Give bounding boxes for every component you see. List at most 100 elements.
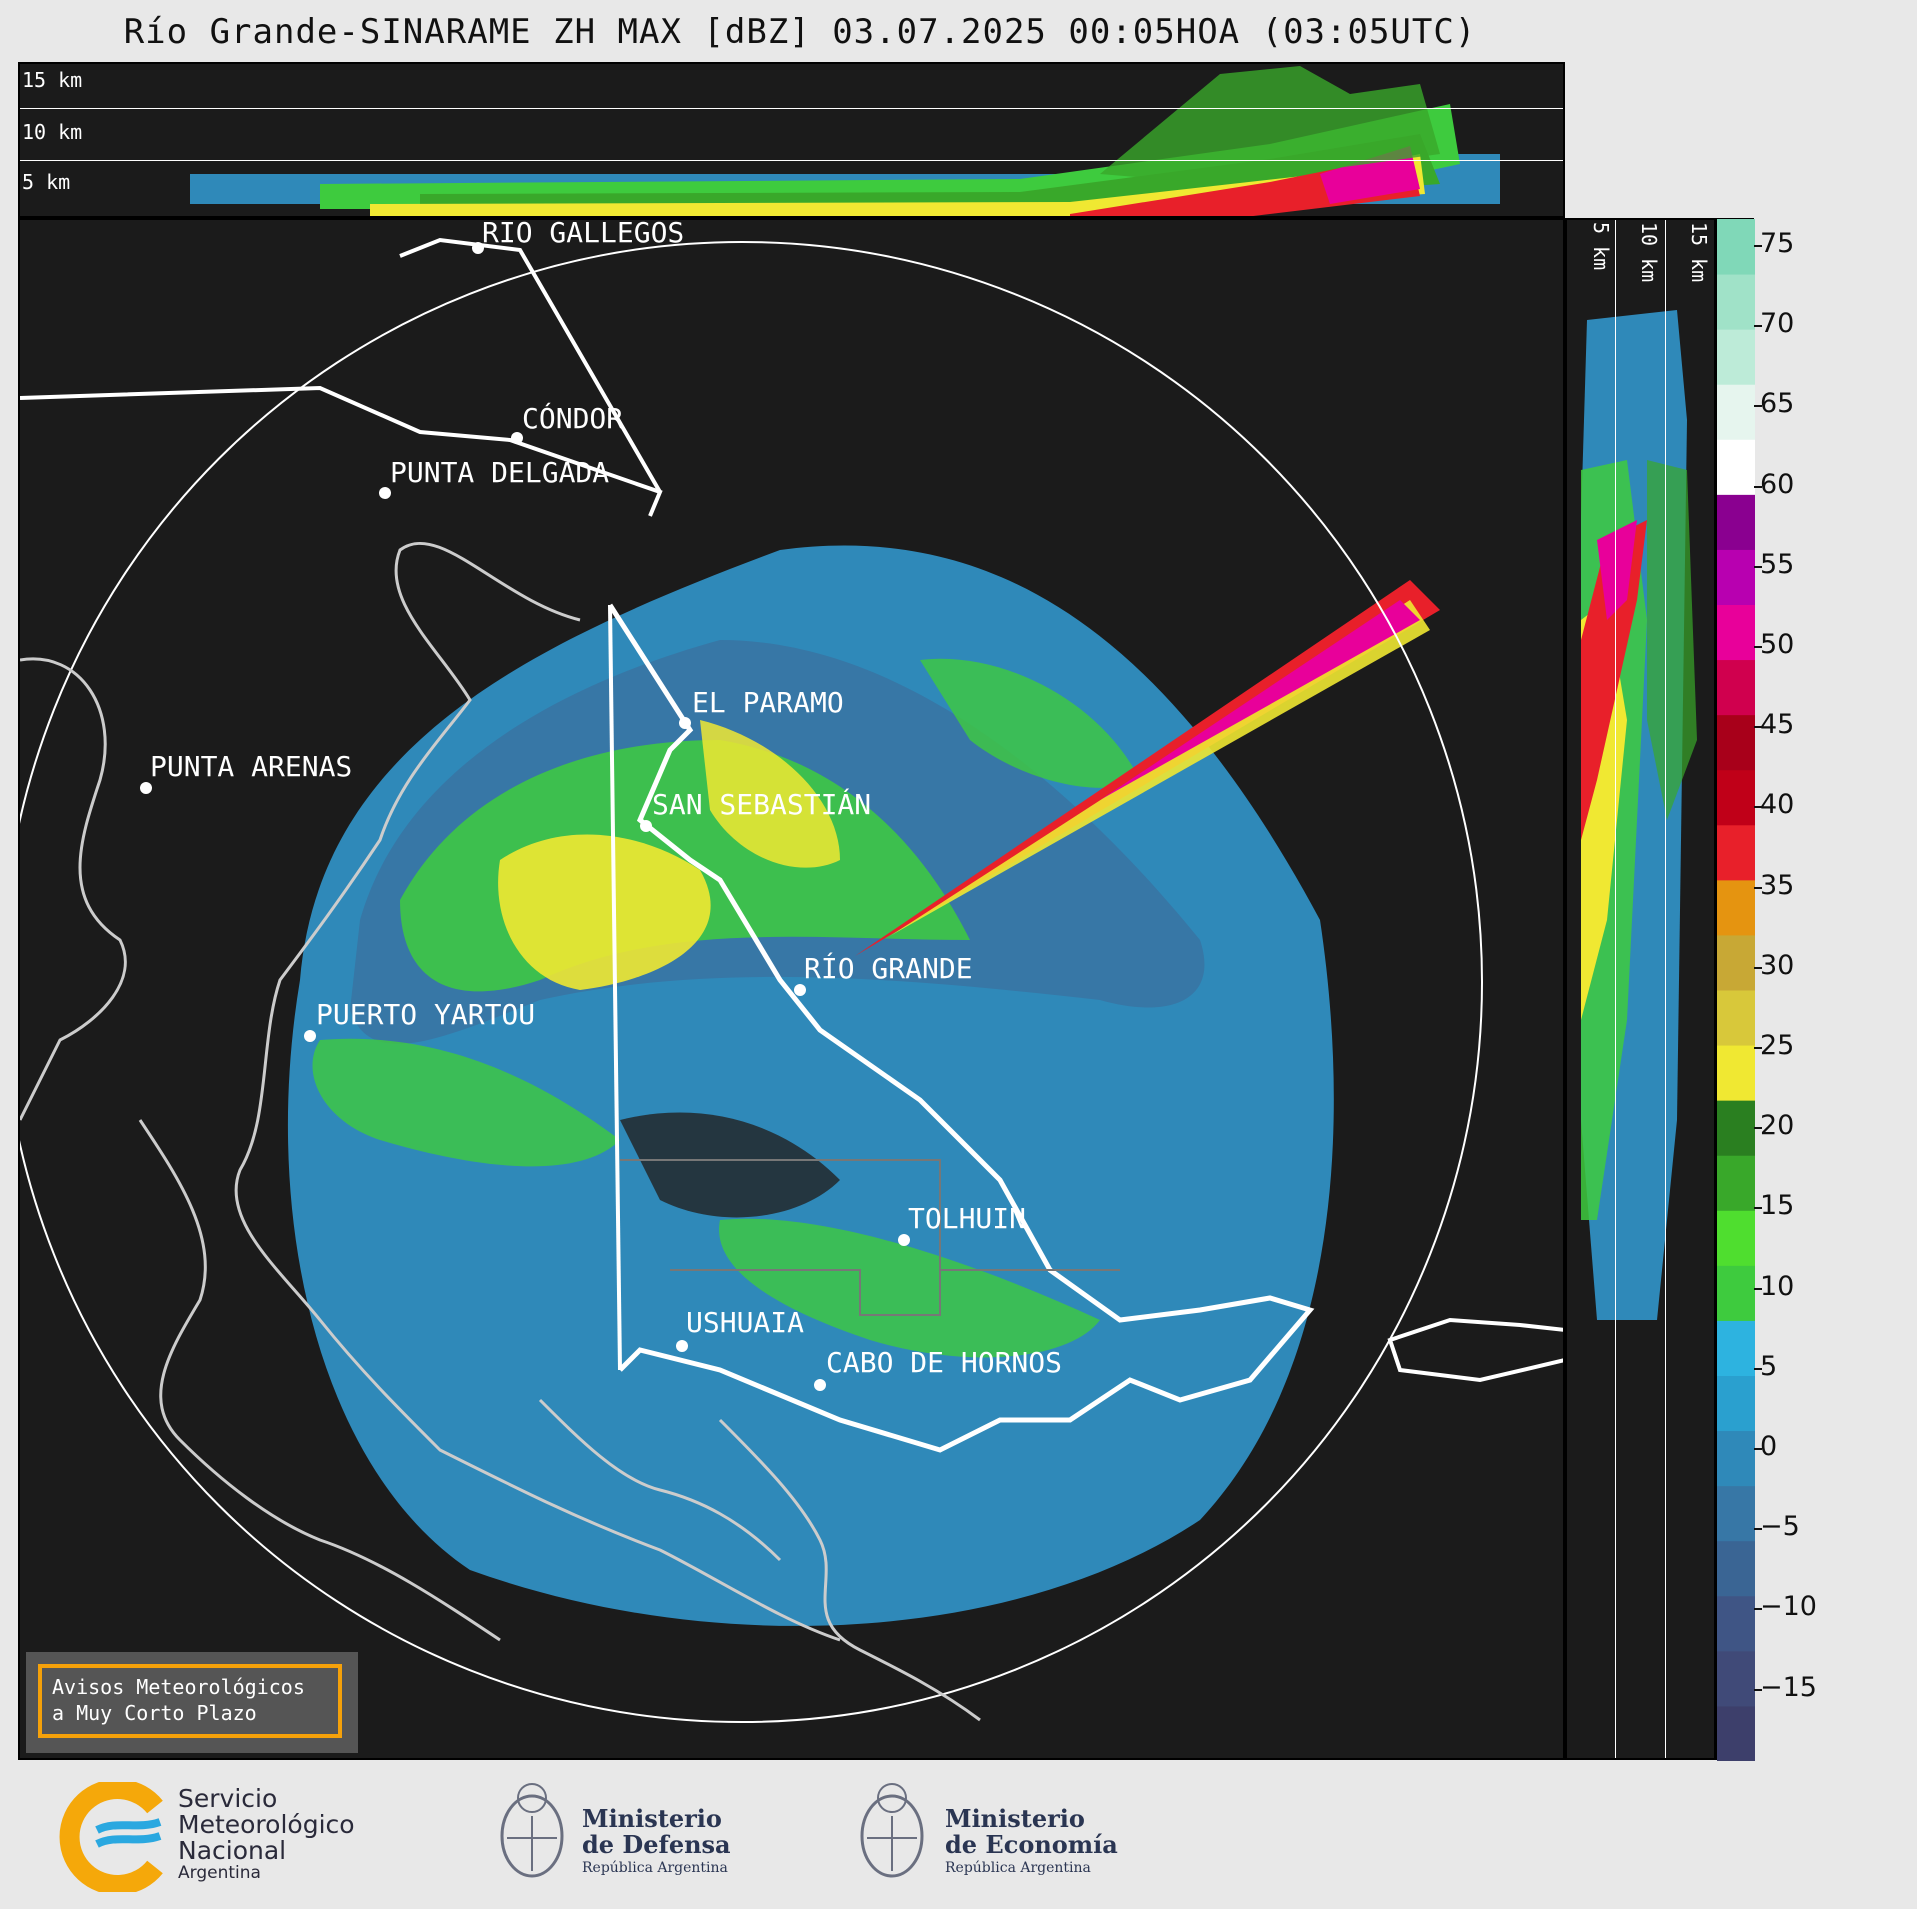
smn-line-3: Nacional: [178, 1836, 287, 1865]
colorbar-tick-label: 35: [1760, 869, 1795, 901]
smn-logo-icon: [59, 1782, 163, 1892]
colorbar-segment: [1717, 384, 1755, 440]
colorbar-tick-label: 50: [1760, 629, 1795, 660]
colorbar-segment: [1717, 1100, 1755, 1156]
city-label-ushuaia: USHUAIA: [686, 1306, 805, 1339]
colorbar-segment: [1717, 549, 1755, 605]
avisos-line-1: Avisos Meteorológicos: [52, 1675, 305, 1699]
city-label-rio-grande: RÍO GRANDE: [804, 952, 973, 985]
argentina-seal-economia-icon: [860, 1783, 924, 1878]
colorbar-segment: [1717, 604, 1755, 661]
colorbar-tick-mark: [1754, 1688, 1762, 1691]
argentina-seal-defensa-icon: [500, 1783, 564, 1878]
colorbar-segment: [1717, 1265, 1755, 1321]
defensa-line-1: Ministerio: [582, 1804, 722, 1833]
side-axis-label-10km: 10 km: [1637, 222, 1661, 283]
defensa-line-3: República Argentina: [582, 1860, 728, 1876]
avisos-box-border: Avisos Meteorológicos a Muy Corto Plazo: [38, 1664, 342, 1738]
colorbar-segment: [1717, 439, 1755, 495]
colorbar-tick-label: 60: [1760, 468, 1795, 500]
colorbar-tick-mark: [1754, 646, 1762, 648]
colorbar-tick-mark: [1754, 325, 1762, 328]
colorbar-tick-mark: [1754, 1608, 1762, 1611]
colorbar-tick-label: 75: [1760, 228, 1795, 259]
colorbar-segment: [1717, 990, 1755, 1046]
chart-title: Río Grande-SINARAME ZH MAX [dBZ] 03.07.2…: [123, 12, 1477, 52]
colorbar-tick-label: −5: [1760, 1511, 1800, 1543]
colorbar-tick-label: 20: [1760, 1110, 1795, 1142]
city-label-condor: CÓNDOR: [522, 402, 624, 435]
colorbar-tick-label: 55: [1760, 548, 1795, 580]
side-axis-label-15km: 15 km: [1687, 222, 1711, 283]
colorbar-segment: [1717, 659, 1755, 716]
colorbar-gradient: [1717, 219, 1755, 1761]
colorbar-tick-mark: [1754, 1528, 1762, 1531]
city-label-el-paramo: EL PARAMO: [692, 686, 844, 719]
colorbar-segment: [1717, 1155, 1755, 1211]
top-axis-label-15km: 15 km: [22, 68, 83, 92]
colorbar-segment: [1717, 1210, 1755, 1266]
colorbar-tick-label: −15: [1760, 1671, 1817, 1703]
radar-map-panel: RÍO GALLEGOS CÓNDOR PUNTA DELGADA EL PAR…: [18, 218, 1565, 1760]
side-cross-section-panel: 5 km 10 km 15 km: [1565, 218, 1716, 1760]
smn-line-1: Servicio: [178, 1784, 278, 1813]
colorbar-segment: [1717, 1320, 1755, 1376]
colorbar-tick-label: 30: [1760, 949, 1795, 981]
colorbar-segment: [1717, 769, 1755, 826]
city-label-punta-delgada: PUNTA DELGADA: [390, 456, 610, 489]
colorbar-tick-mark: [1754, 886, 1762, 889]
colorbar-tick-mark: [1754, 485, 1762, 488]
city-label-cabo-de-hornos: CABO DE HORNOS: [826, 1346, 1063, 1379]
defensa-line-2: de Defensa: [582, 1830, 731, 1859]
colorbar-tick-mark: [1754, 1287, 1762, 1290]
colorbar-tick-mark: [1754, 1448, 1762, 1450]
colorbar-tick-mark: [1754, 806, 1762, 809]
colorbar-segment: [1717, 1540, 1755, 1597]
city-label-puerto-yartou: PUERTO YARTOU: [316, 998, 536, 1031]
colorbar-tick-label: 10: [1760, 1270, 1795, 1302]
colorbar-segment: [1717, 1650, 1755, 1707]
colorbar-tick-mark: [1754, 1367, 1762, 1370]
colorbar-segment: [1717, 1375, 1755, 1432]
avisos-box: Avisos Meteorológicos a Muy Corto Plazo: [26, 1652, 358, 1753]
economia-line-1: Ministerio: [945, 1804, 1085, 1833]
colorbar-tick-label: 15: [1760, 1190, 1795, 1222]
avisos-line-2: a Muy Corto Plazo: [52, 1701, 257, 1725]
colorbar-tick-mark: [1754, 1047, 1762, 1049]
economia-line-3: República Argentina: [945, 1860, 1091, 1876]
colorbar-tick-mark: [1754, 1127, 1762, 1130]
colorbar-tick-mark: [1754, 966, 1762, 969]
colorbar-segment: [1717, 1595, 1755, 1652]
colorbar-tick-label: 65: [1760, 388, 1795, 420]
colorbar-segment: [1717, 714, 1755, 771]
radar-echo-field: [20, 237, 1563, 1723]
city-label-san-sebastian: SAN SEBASTIÁN: [652, 788, 872, 821]
colorbar-segment: [1717, 1705, 1755, 1761]
colorbar-tick-label: −10: [1760, 1591, 1817, 1623]
economia-logo-text: Ministerio de Economía República Argenti…: [945, 1806, 1118, 1878]
smn-line-4: Argentina: [178, 1863, 261, 1883]
colorbar-tick-label: 45: [1760, 709, 1795, 741]
city-label-tolhuin: TOLHUIN: [908, 1202, 1027, 1235]
colorbar-segment: [1717, 824, 1755, 881]
city-label-punta-arenas: PUNTA ARENAS: [150, 750, 353, 783]
dbz-colorbar: [1716, 218, 1755, 1761]
colorbar-segment: [1717, 274, 1755, 330]
colorbar-segment: [1717, 494, 1755, 550]
colorbar-segment: [1717, 1045, 1755, 1101]
colorbar-segment: [1717, 1485, 1755, 1542]
colorbar-tick-mark: [1754, 726, 1762, 729]
colorbar-tick-label: 40: [1760, 789, 1795, 821]
colorbar-tick-label: 70: [1760, 308, 1795, 340]
colorbar-segment: [1717, 1430, 1755, 1487]
colorbar-tick-label: 25: [1760, 1030, 1795, 1061]
colorbar-segment: [1717, 219, 1755, 275]
colorbar-tick-mark: [1754, 245, 1762, 247]
colorbar-tick-mark: [1754, 405, 1762, 408]
colorbar-segment: [1717, 934, 1755, 991]
top-axis-label-10km: 10 km: [22, 120, 83, 144]
economia-line-2: de Economía: [945, 1830, 1118, 1859]
colorbar-segment: [1717, 329, 1755, 385]
top-cross-section-echoes: [190, 66, 1500, 216]
top-cross-section-panel: 15 km 10 km 5 km: [18, 62, 1565, 218]
